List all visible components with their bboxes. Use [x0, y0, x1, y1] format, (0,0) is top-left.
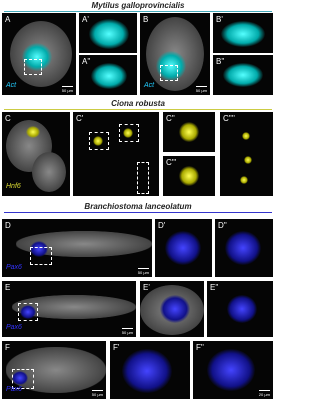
- panel-label: C''': [166, 158, 177, 167]
- panel: B'': [213, 55, 273, 95]
- panel-label: C'': [166, 114, 175, 123]
- panel: C Hnf6: [2, 112, 70, 196]
- panel: C': [73, 112, 159, 196]
- panel-label: C'''': [223, 114, 235, 123]
- panel-label: D'': [218, 221, 227, 230]
- panel-label: D': [158, 221, 166, 230]
- rule: [4, 212, 272, 213]
- panel-label: F'': [196, 343, 204, 352]
- marker: Hnf6: [6, 183, 21, 190]
- marker: Pax6: [6, 324, 22, 331]
- rule: [4, 11, 272, 12]
- panel: F Pax6 50 µm: [2, 341, 106, 399]
- marker: Act: [144, 82, 155, 89]
- panel-label: A': [82, 15, 89, 24]
- scale: 20 µm: [258, 390, 270, 397]
- panel: A Act 50 µm: [2, 13, 76, 95]
- panel: D'': [215, 219, 273, 277]
- panel: E Pax6 50 µm: [2, 281, 136, 337]
- panel-label: B': [216, 15, 223, 24]
- marker: Pax6: [6, 386, 22, 393]
- scale: 50 µm: [121, 328, 133, 335]
- panel: F': [110, 341, 190, 399]
- panel: C'': [163, 112, 215, 152]
- panel-label: C': [76, 114, 84, 123]
- marker: Pax6: [6, 264, 22, 271]
- panel: E'': [207, 281, 273, 337]
- panel-label: A'': [82, 57, 91, 66]
- section-title: Mytilus galloprovincialis: [91, 1, 185, 10]
- panel-label: F': [113, 343, 120, 352]
- figure: Mytilus galloprovincialis A Act 50 µm A' A…: [2, 1, 273, 399]
- panel: E': [140, 281, 204, 337]
- section-title: Ciona robusta: [111, 99, 165, 108]
- panel: B': [213, 13, 273, 53]
- rule: [4, 109, 272, 110]
- panel: C''': [163, 156, 215, 196]
- scale: 50 µm: [61, 86, 73, 93]
- panel: D Pax6 50 µm: [2, 219, 152, 277]
- panel-label: E': [143, 283, 150, 292]
- panel-label: B'': [216, 57, 225, 66]
- panel: A'': [79, 55, 137, 95]
- panel-label: E: [5, 283, 11, 292]
- panel: B Act 50 µm: [140, 13, 210, 95]
- panel-label: D: [5, 221, 11, 230]
- panel-label: F: [5, 343, 10, 352]
- scale: 50 µm: [195, 86, 207, 93]
- panel-label: B: [143, 15, 149, 24]
- panel-label: E'': [210, 283, 219, 292]
- panel-label: C: [5, 114, 11, 123]
- panel-label: A: [5, 15, 11, 24]
- scale: 50 µm: [91, 390, 103, 397]
- scale: 50 µm: [137, 268, 149, 275]
- panel: F'' 20 µm: [193, 341, 273, 399]
- section-title: Branchiostoma lanceolatum: [84, 202, 192, 211]
- marker: Act: [6, 82, 17, 89]
- panel: C'''': [220, 112, 273, 196]
- panel: D': [155, 219, 212, 277]
- panel: A': [79, 13, 137, 53]
